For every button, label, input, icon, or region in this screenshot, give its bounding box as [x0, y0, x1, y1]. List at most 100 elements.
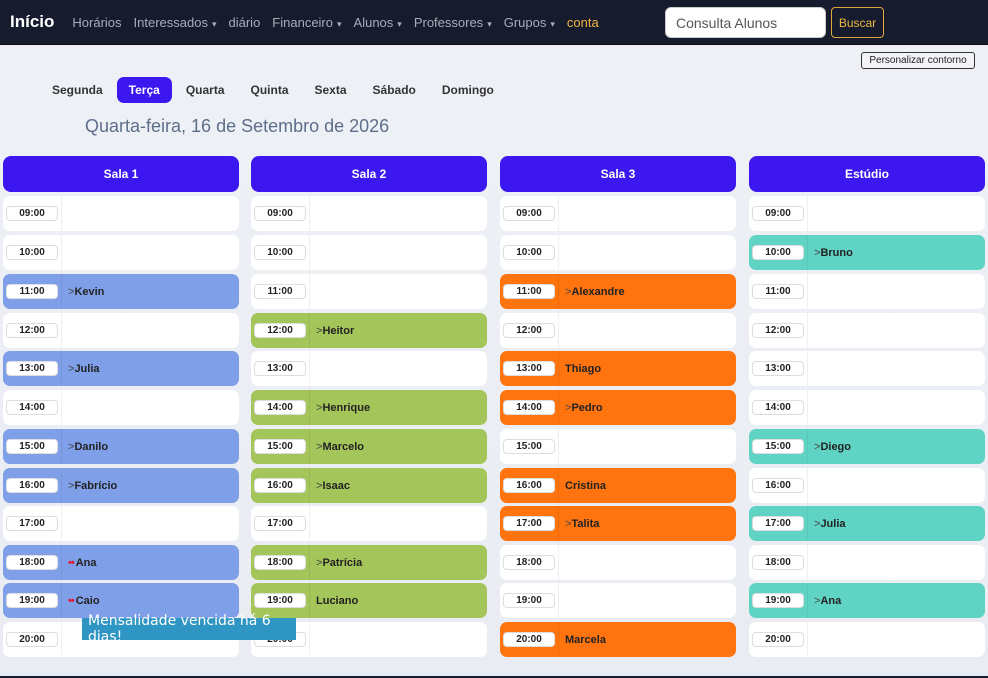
booked-slot[interactable]: 16:00 >Isaac — [251, 468, 487, 503]
booked-slot[interactable]: 19:00 Luciano — [251, 583, 487, 618]
slot-time-cell: 19:00 — [3, 583, 62, 618]
student-name[interactable]: Cristina — [565, 480, 606, 492]
nav-item-alunos[interactable]: Alunos ▾ — [354, 15, 402, 30]
nav-item-professores[interactable]: Professores ▾ — [414, 15, 492, 30]
day-tab-quinta[interactable]: Quinta — [250, 82, 289, 97]
student-name[interactable]: •• Ana — [68, 557, 96, 569]
empty-slot[interactable]: 17:00 — [3, 506, 239, 541]
day-tab-quarta[interactable]: Quarta — [185, 82, 225, 97]
empty-slot[interactable]: 13:00 — [749, 351, 985, 386]
booked-slot[interactable]: 19:00 >Ana — [749, 583, 985, 618]
search-input[interactable] — [665, 7, 826, 38]
student-name[interactable]: >Pedro — [565, 402, 603, 414]
empty-slot[interactable]: 10:00 — [251, 235, 487, 270]
booked-slot[interactable]: 16:00 >Fabrício — [3, 468, 239, 503]
day-tab-terca[interactable]: Terça — [116, 76, 172, 103]
booked-slot[interactable]: 18:00 •• Ana — [3, 545, 239, 580]
empty-slot[interactable]: 12:00 — [3, 313, 239, 348]
student-name[interactable]: >Danilo — [68, 441, 108, 453]
day-tab-segunda[interactable]: Segunda — [52, 82, 103, 97]
booked-slot[interactable]: 14:00 >Henrique — [251, 390, 487, 425]
nav-item-interessados[interactable]: Interessados ▾ — [134, 15, 217, 30]
booked-slot[interactable]: 14:00 >Pedro — [500, 390, 736, 425]
student-name[interactable]: >Ana — [814, 595, 841, 607]
booked-slot[interactable]: 11:00 >Alexandre — [500, 274, 736, 309]
student-name[interactable]: •• Caio — [68, 595, 100, 607]
empty-slot[interactable]: 17:00 — [251, 506, 487, 541]
empty-slot[interactable]: 09:00 — [3, 196, 239, 231]
booked-slot[interactable]: 13:00 >Julia — [3, 351, 239, 386]
empty-slot[interactable]: 20:00 — [749, 622, 985, 657]
booked-slot[interactable]: 12:00 >Heitor — [251, 313, 487, 348]
empty-slot[interactable]: 10:00 — [3, 235, 239, 270]
student-name[interactable]: >Julia — [68, 363, 100, 375]
student-name[interactable]: >Heitor — [316, 325, 354, 337]
nav-item-horarios[interactable]: Horários — [72, 15, 121, 30]
slot-time: 19:00 — [6, 593, 58, 608]
empty-slot[interactable]: 19:00 — [500, 583, 736, 618]
student-name-label: Cristina — [565, 479, 606, 492]
student-name[interactable]: >Patrícia — [316, 557, 362, 569]
slot-time: 10:00 — [6, 245, 58, 260]
nav-item-diario[interactable]: diário — [229, 15, 261, 30]
student-name[interactable]: >Fabrício — [68, 480, 117, 492]
empty-slot[interactable]: 12:00 — [749, 313, 985, 348]
empty-slot[interactable]: 09:00 — [749, 196, 985, 231]
booked-slot[interactable]: 10:00 >Bruno — [749, 235, 985, 270]
student-name[interactable]: >Alexandre — [565, 286, 625, 298]
empty-slot[interactable]: 09:00 — [251, 196, 487, 231]
slot-time-cell: 10:00 — [500, 235, 559, 270]
empty-slot[interactable]: 10:00 — [500, 235, 736, 270]
student-name[interactable]: >Talita — [565, 518, 599, 530]
nav-item-grupos[interactable]: Grupos ▾ — [504, 15, 555, 30]
student-name[interactable]: >Henrique — [316, 402, 370, 414]
empty-slot[interactable]: 11:00 — [251, 274, 487, 309]
booked-slot[interactable]: 18:00 >Patrícia — [251, 545, 487, 580]
empty-slot[interactable]: 18:00 — [500, 545, 736, 580]
empty-slot[interactable]: 15:00 — [500, 429, 736, 464]
booked-slot[interactable]: 15:00 >Marcelo — [251, 429, 487, 464]
customize-outline-button[interactable]: Personalizar contorno — [861, 52, 975, 69]
student-name[interactable]: >Isaac — [316, 480, 350, 492]
empty-slot[interactable]: 18:00 — [749, 545, 985, 580]
day-tab-sabado[interactable]: Sábado — [372, 82, 416, 97]
room-header[interactable]: Sala 1 — [3, 156, 239, 192]
student-name[interactable]: Thiago — [565, 363, 601, 375]
room-header[interactable]: Sala 2 — [251, 156, 487, 192]
room-header[interactable]: Sala 3 — [500, 156, 736, 192]
room-header[interactable]: Estúdio — [749, 156, 985, 192]
student-name[interactable]: >Diego — [814, 441, 851, 453]
booked-slot[interactable]: 17:00 >Julia — [749, 506, 985, 541]
booked-slot[interactable]: 13:00 Thiago — [500, 351, 736, 386]
slot-time: 17:00 — [503, 516, 555, 531]
day-tab-sexta[interactable]: Sexta — [314, 82, 347, 97]
empty-slot[interactable]: 12:00 — [500, 313, 736, 348]
nav-item-conta[interactable]: conta — [567, 15, 599, 30]
day-tab-domingo[interactable]: Domingo — [441, 82, 494, 97]
student-name[interactable]: >Marcelo — [316, 441, 364, 453]
student-name[interactable]: Marcela — [565, 634, 606, 646]
search-button[interactable]: Buscar — [831, 7, 884, 38]
student-name[interactable]: >Julia — [814, 518, 846, 530]
student-name[interactable]: Luciano — [316, 595, 358, 607]
booked-slot[interactable]: 17:00 >Talita — [500, 506, 736, 541]
empty-slot[interactable]: 14:00 — [3, 390, 239, 425]
slot-time-cell: 14:00 — [251, 390, 310, 425]
empty-slot[interactable]: 16:00 — [749, 468, 985, 503]
student-name[interactable]: >Bruno — [814, 247, 853, 259]
empty-slot[interactable]: 14:00 — [749, 390, 985, 425]
slot-time-cell: 20:00 — [500, 622, 559, 657]
nav-item-financeiro[interactable]: Financeiro ▾ — [272, 15, 341, 30]
brand-link[interactable]: Início — [10, 12, 55, 31]
booked-slot[interactable]: 16:00 Cristina — [500, 468, 736, 503]
empty-slot[interactable]: 11:00 — [749, 274, 985, 309]
booked-slot[interactable]: 15:00 >Danilo — [3, 429, 239, 464]
empty-slot[interactable]: 09:00 — [500, 196, 736, 231]
booked-slot[interactable]: 15:00 >Diego — [749, 429, 985, 464]
nav-item-label: diário — [228, 14, 261, 30]
booked-slot[interactable]: 19:00 •• Caio — [3, 583, 239, 618]
empty-slot[interactable]: 13:00 — [251, 351, 487, 386]
booked-slot[interactable]: 11:00 >Kevin — [3, 274, 239, 309]
booked-slot[interactable]: 20:00 Marcela — [500, 622, 736, 657]
student-name[interactable]: >Kevin — [68, 286, 104, 298]
